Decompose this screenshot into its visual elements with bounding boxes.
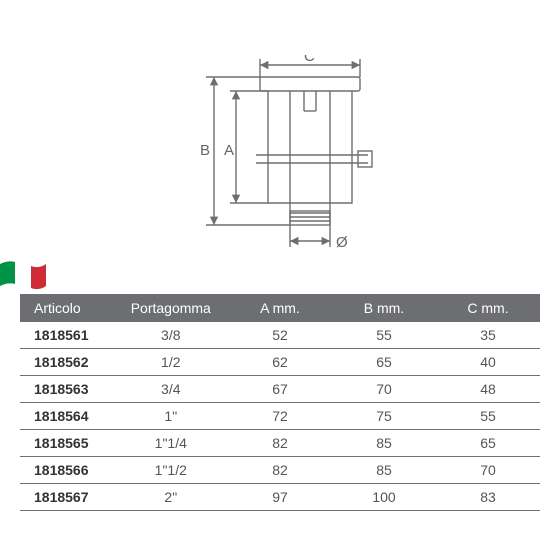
table-cell: 1/2 xyxy=(114,349,228,376)
table-cell: 52 xyxy=(228,322,332,349)
table-cell: 1" xyxy=(114,403,228,430)
table-header-row: Articolo Portagomma A mm. B mm. C mm. xyxy=(20,294,540,322)
table-cell: 1818563 xyxy=(20,376,114,403)
col-header-c: C mm. xyxy=(436,294,540,322)
table-cell: 82 xyxy=(228,457,332,484)
italian-flag-icon xyxy=(0,260,46,290)
table-cell: 1818565 xyxy=(20,430,114,457)
table-row: 18185661"1/2828570 xyxy=(20,457,540,484)
table-cell: 40 xyxy=(436,349,540,376)
dim-label-c: C xyxy=(304,55,315,65)
table-cell: 85 xyxy=(332,430,436,457)
table-cell: 72 xyxy=(228,403,332,430)
table-cell: 55 xyxy=(332,322,436,349)
dim-label-dia: Ø xyxy=(336,234,348,251)
table-cell: 1"1/4 xyxy=(114,430,228,457)
table-cell: 70 xyxy=(436,457,540,484)
technical-diagram: C B A Ø xyxy=(170,55,410,255)
table-cell: 55 xyxy=(436,403,540,430)
table-cell: 85 xyxy=(332,457,436,484)
table-cell: 48 xyxy=(436,376,540,403)
table-row: 18185672"9710083 xyxy=(20,484,540,511)
dim-label-a: A xyxy=(224,142,234,159)
table-cell: 62 xyxy=(228,349,332,376)
dim-label-b: B xyxy=(200,142,210,159)
table-cell: 1818566 xyxy=(20,457,114,484)
table-cell: 1"1/2 xyxy=(114,457,228,484)
table-cell: 3/4 xyxy=(114,376,228,403)
table-cell: 82 xyxy=(228,430,332,457)
table-row: 18185641"727555 xyxy=(20,403,540,430)
table-cell: 75 xyxy=(332,403,436,430)
col-header-a: A mm. xyxy=(228,294,332,322)
table-cell: 97 xyxy=(228,484,332,511)
table-row: 18185651"1/4828565 xyxy=(20,430,540,457)
col-header-articolo: Articolo xyxy=(20,294,114,322)
table-cell: 3/8 xyxy=(114,322,228,349)
table-cell: 67 xyxy=(228,376,332,403)
table-cell: 65 xyxy=(436,430,540,457)
table-row: 18185633/4677048 xyxy=(20,376,540,403)
table-cell: 83 xyxy=(436,484,540,511)
spec-table: Articolo Portagomma A mm. B mm. C mm. 18… xyxy=(20,294,540,511)
table-cell: 65 xyxy=(332,349,436,376)
table-cell: 100 xyxy=(332,484,436,511)
table-cell: 1818567 xyxy=(20,484,114,511)
table-row: 18185621/2626540 xyxy=(20,349,540,376)
col-header-portagomma: Portagomma xyxy=(114,294,228,322)
col-header-b: B mm. xyxy=(332,294,436,322)
table-cell: 1818562 xyxy=(20,349,114,376)
table-cell: 1818561 xyxy=(20,322,114,349)
table-cell: 35 xyxy=(436,322,540,349)
table-cell: 2" xyxy=(114,484,228,511)
table-cell: 70 xyxy=(332,376,436,403)
table-cell: 1818564 xyxy=(20,403,114,430)
table-row: 18185613/8525535 xyxy=(20,322,540,349)
